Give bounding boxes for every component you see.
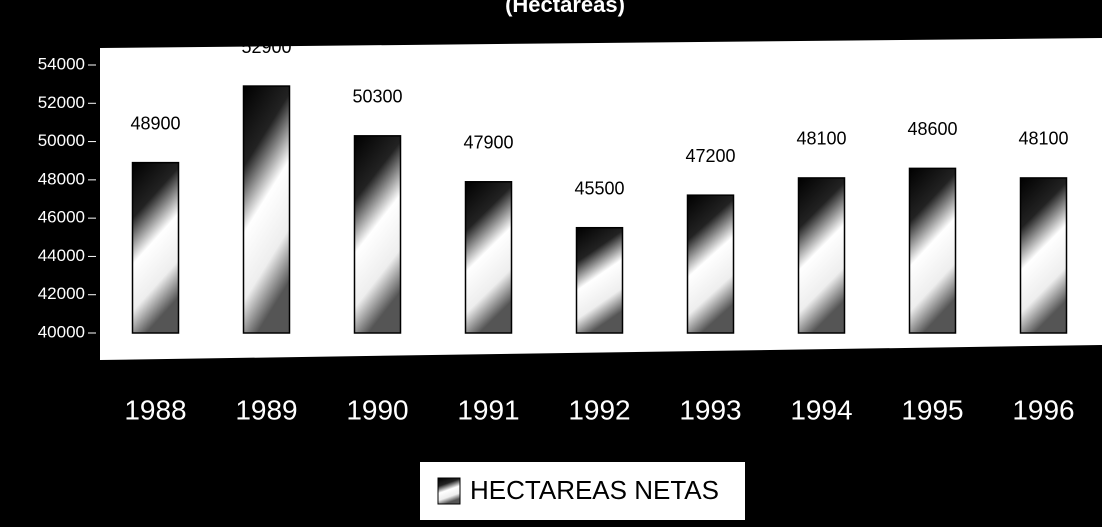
y-tick-label: 52000 (38, 93, 85, 112)
x-tick-label: 1994 (790, 394, 852, 425)
data-label: 45500 (574, 178, 624, 198)
y-tick-label: 48000 (38, 169, 85, 188)
chart-title: (Hectareas) (505, 0, 625, 17)
data-label: 48900 (130, 113, 180, 133)
x-tick-label: 1992 (568, 394, 630, 425)
bar (242, 85, 291, 334)
x-tick-label: 1996 (1012, 394, 1074, 425)
plot-area (100, 38, 1102, 360)
bar (1019, 177, 1068, 334)
y-tick-label: 54000 (38, 54, 85, 73)
x-tick-label: 1995 (901, 394, 963, 425)
legend-swatch (437, 477, 461, 505)
x-tick-label: 1988 (124, 394, 186, 425)
legend-label: HECTAREAS NETAS (470, 475, 719, 505)
y-tick-label: 46000 (38, 208, 85, 227)
bar (575, 226, 624, 334)
data-label: 48100 (796, 129, 846, 149)
bar (131, 161, 180, 334)
data-label: 48100 (1018, 129, 1068, 149)
bar (908, 167, 957, 334)
y-tick-label: 40000 (38, 322, 85, 341)
bar (797, 177, 846, 334)
data-label: 47900 (463, 133, 513, 153)
y-tick-label: 44000 (38, 246, 85, 265)
x-tick-label: 1989 (235, 394, 297, 425)
data-label: 52900 (241, 37, 291, 57)
data-label: 48600 (907, 119, 957, 139)
bar (353, 135, 402, 334)
x-tick-label: 1990 (346, 394, 408, 425)
x-tick-label: 1991 (457, 394, 519, 425)
bar (464, 181, 513, 334)
bar (686, 194, 735, 334)
x-tick-label: 1993 (679, 394, 741, 425)
data-label: 50300 (352, 87, 402, 107)
y-tick-label: 50000 (38, 131, 85, 150)
legend (420, 462, 745, 520)
data-label: 47200 (685, 146, 735, 166)
y-tick-label: 42000 (38, 284, 85, 303)
